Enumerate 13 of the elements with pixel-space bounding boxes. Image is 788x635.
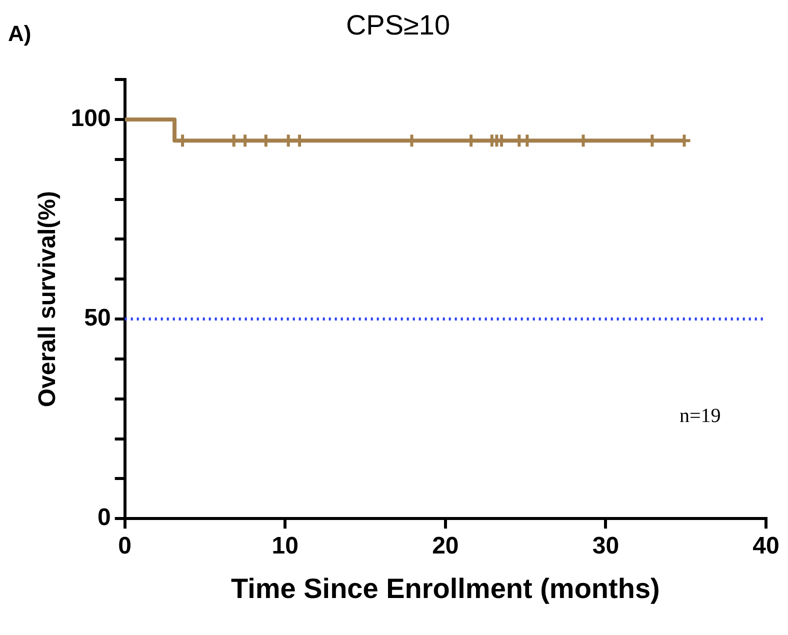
text: A) <box>8 21 32 46</box>
x-tick-label: 20 <box>432 532 459 560</box>
chart-title: CPS≥10 <box>346 10 450 41</box>
y-axis-title: Overall survival(%) <box>34 191 62 408</box>
y-tick-label: 50 <box>84 304 111 332</box>
y-tick-label: 100 <box>70 105 111 132</box>
x-tick-label: 10 <box>272 532 298 560</box>
x-tick-label: 30 <box>592 532 620 560</box>
annotation: n=19 <box>679 405 721 428</box>
x-tick-label: 40 <box>752 532 780 560</box>
x-tick-label: 0 <box>118 532 132 560</box>
x-axis-title: Time Since Enrollment (months) <box>230 572 660 604</box>
y-tick-label: 0 <box>97 504 111 532</box>
